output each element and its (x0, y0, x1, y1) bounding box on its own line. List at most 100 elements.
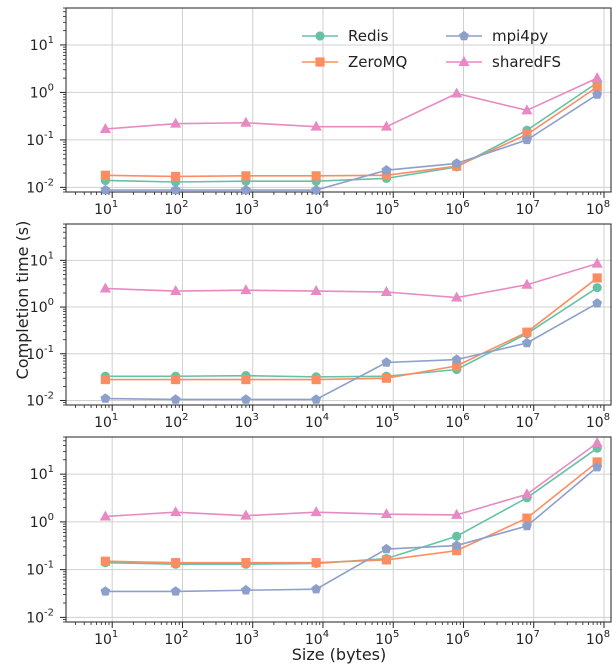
x-tick-label: 103 (235, 412, 259, 431)
data-point (170, 586, 181, 596)
data-point (170, 117, 182, 128)
x-tick-label: 104 (305, 199, 329, 218)
y-tick-label: 100 (30, 512, 54, 531)
series-line (105, 447, 598, 565)
data-point (592, 461, 603, 472)
y-tick-label: 101 (30, 250, 54, 269)
data-point (381, 555, 392, 565)
data-point (381, 543, 392, 554)
data-point (380, 286, 393, 297)
y-axis-label: Completion time (s) (13, 221, 32, 380)
y-tick-label: 10-1 (26, 344, 54, 363)
legend-entry-mpi4py: mpi4py (446, 27, 548, 45)
x-tick-label: 103 (235, 629, 259, 648)
data-point (240, 116, 252, 127)
data-point (521, 134, 532, 145)
x-tick-label: 106 (445, 199, 469, 218)
data-point (522, 129, 532, 140)
series-line (105, 287, 598, 378)
data-point (381, 165, 392, 175)
data-point (241, 558, 251, 568)
y-tick-label: 101 (30, 464, 54, 483)
data-point (381, 170, 392, 180)
data-point (310, 120, 322, 131)
x-tick-label: 101 (94, 412, 118, 431)
plot-frame (65, 436, 612, 623)
data-point (240, 284, 252, 295)
x-tick-label: 101 (94, 629, 118, 648)
x-tick-label: 105 (375, 629, 399, 648)
data-point (592, 273, 602, 283)
x-tick-label: 105 (375, 412, 399, 431)
data-point (100, 393, 111, 403)
legend-marker (459, 30, 469, 41)
legend-label: sharedFS (492, 53, 561, 71)
data-point (99, 510, 111, 521)
data-point (380, 120, 393, 131)
plot-frame (65, 7, 612, 193)
series-redis (100, 443, 602, 569)
data-point (592, 457, 602, 467)
data-point (100, 170, 110, 180)
data-point (240, 184, 251, 195)
data-point (451, 291, 463, 302)
series-line (105, 77, 598, 130)
x-tick-label: 102 (164, 199, 188, 218)
data-point (240, 509, 252, 520)
data-point (171, 171, 181, 182)
data-point (241, 171, 251, 181)
series-sharedfs (99, 257, 603, 302)
data-point (170, 506, 182, 517)
data-point (100, 586, 111, 596)
data-point (310, 506, 322, 517)
data-point (592, 283, 602, 293)
series-line (105, 262, 598, 299)
series-mpi4py (100, 89, 603, 195)
series-line (105, 86, 598, 178)
legend-entry-zeromq: ZeroMQ (302, 53, 407, 71)
data-point (380, 508, 393, 519)
series-zeromq (100, 273, 602, 385)
data-point (522, 327, 532, 337)
data-point (522, 513, 532, 523)
legend-marker (315, 57, 325, 67)
series-sharedfs (99, 72, 603, 133)
legend-entry-sharedfs: sharedFS (446, 53, 561, 71)
data-point (311, 583, 322, 594)
data-point (451, 354, 462, 364)
data-point (170, 184, 181, 195)
data-point (452, 361, 462, 371)
x-tick-label: 108 (586, 412, 610, 431)
series-zeromq (100, 82, 602, 182)
legend-label: mpi4py (492, 27, 548, 45)
panel-1: 10-2 10-1 100 101 101 102 103 104 105 106 107 108 (26, 7, 612, 218)
data-point (381, 357, 392, 367)
data-point (591, 257, 603, 268)
data-point (521, 104, 533, 115)
chart-panels: 10-2 10-1 100 101 101 102 103 104 105 106 107 108 10… (26, 7, 612, 648)
data-point (99, 122, 111, 133)
data-point (310, 285, 322, 296)
data-point (170, 394, 181, 404)
y-tick-label: 10-1 (26, 560, 54, 579)
x-tick-label: 102 (164, 412, 188, 431)
x-tick-label: 107 (516, 199, 540, 218)
y-tick-label: 10-2 (26, 390, 54, 409)
x-tick-label: 104 (305, 412, 329, 431)
y-tick-label: 10-2 (26, 177, 54, 196)
data-point (240, 394, 251, 404)
x-axis-label: Size (bytes) (292, 645, 387, 664)
series-mpi4py (100, 461, 603, 596)
data-point (452, 546, 462, 556)
series-line (105, 93, 598, 191)
series-line (105, 442, 598, 518)
data-point (171, 374, 181, 385)
data-point (171, 558, 181, 568)
y-tick-label: 10-1 (26, 130, 54, 149)
y-tick-label: 101 (30, 35, 54, 54)
series-mpi4py (100, 298, 603, 404)
data-point (521, 337, 532, 348)
x-tick-label: 107 (516, 412, 540, 431)
data-point (451, 540, 462, 550)
